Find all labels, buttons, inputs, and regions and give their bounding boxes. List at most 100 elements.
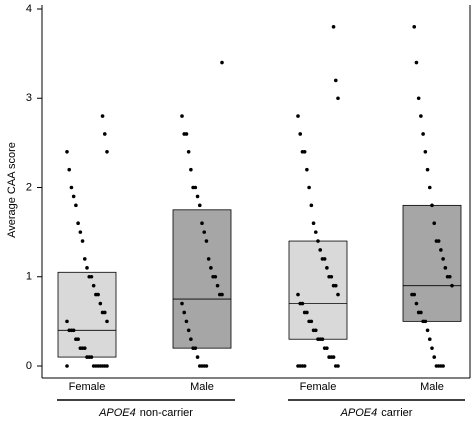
data-point [195,194,200,199]
data-point [186,328,191,333]
data-point [80,239,85,243]
data-point [65,150,69,154]
data-point [331,25,336,29]
data-point [85,355,89,359]
data-point [439,248,443,252]
data-point [186,150,191,154]
data-point [316,337,320,342]
data-point [419,114,423,118]
data-point [98,301,103,306]
data-point [85,266,89,270]
data-point [65,319,69,324]
data-point [410,292,414,297]
data-point [311,221,316,225]
data-point [416,96,421,101]
data-point [87,274,92,279]
data-point [450,283,454,288]
data-point [100,114,105,118]
data-point [197,364,202,368]
data-point [325,266,329,270]
data-point [209,266,213,270]
data-point [434,364,439,368]
data-point [336,292,340,297]
x-tick-label: Male [190,381,214,393]
data-point [204,239,209,243]
data-point [441,257,445,261]
y-tick-label: 2 [26,181,32,193]
data-point [180,301,184,306]
data-point [322,346,327,350]
data-point [327,274,331,279]
y-axis-label: Average CAA score [6,142,18,238]
group-gene: APOE4 [340,407,378,419]
data-point [202,230,207,234]
y-tick-label: 3 [26,92,32,104]
data-point [189,167,193,172]
data-point [412,25,417,29]
data-point [215,283,220,288]
group-label: APOE4 carrier [340,407,413,419]
data-point [296,292,300,297]
data-point [102,132,107,136]
data-point [432,355,437,359]
data-point [425,328,430,333]
data-point [302,310,307,315]
group-label: APOE4 non-carrier [98,407,193,419]
data-point [200,221,204,225]
data-point [320,257,325,261]
x-tick-label: Male [420,381,444,393]
y-tick-label: 4 [26,3,32,15]
data-point [94,292,98,297]
data-point [423,150,428,154]
data-point [182,310,187,315]
group-name: non-carrier [140,407,194,419]
x-tick-label: Female [69,381,106,393]
data-point [327,355,331,359]
data-point [307,185,311,190]
data-point [430,346,434,350]
data-point [434,239,439,243]
data-point [333,78,338,83]
data-point [206,257,211,261]
data-point [105,150,109,154]
data-point [414,60,419,65]
data-point [331,283,336,288]
data-point [100,310,105,315]
data-point [78,346,83,350]
data-point [430,203,434,208]
data-point [313,230,318,234]
data-point [298,301,303,306]
data-point [416,310,421,315]
box [288,240,348,340]
data-point [311,328,316,333]
data-point [296,364,300,368]
data-point [298,132,303,136]
data-point [296,114,300,118]
data-point [105,319,109,324]
data-point [425,167,430,172]
data-point [182,132,187,136]
data-point [191,346,195,350]
data-point [74,203,78,208]
data-point [307,319,311,324]
data-point [195,355,200,359]
y-tick-label: 0 [26,360,32,372]
data-point [336,96,340,101]
y-tick-label: 1 [26,271,32,283]
data-point [76,221,80,225]
box [172,209,232,349]
data-point [67,167,72,172]
data-point [427,337,432,342]
data-point [189,337,193,342]
data-point [316,239,320,243]
data-point [414,301,419,306]
data-point [309,203,314,208]
data-point [184,319,189,324]
data-point [211,274,215,279]
x-tick-label: Female [300,381,337,393]
data-point [445,274,450,279]
data-point [421,132,425,136]
box [57,271,117,358]
data-point [191,185,195,190]
